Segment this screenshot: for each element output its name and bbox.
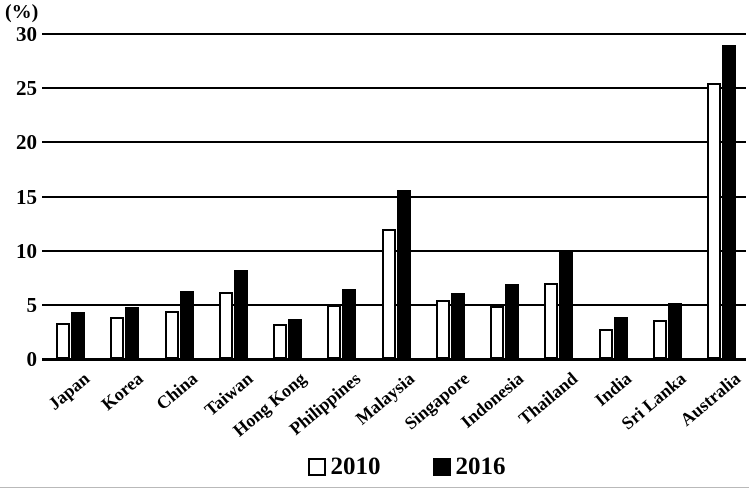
- x-axis-label-china: China: [152, 368, 202, 414]
- y-axis-tick-label: 15: [16, 185, 37, 209]
- bar-2010-japan: [56, 323, 70, 359]
- gridline-20: [42, 141, 746, 143]
- legend-label-2016: 2016: [455, 453, 506, 480]
- bar-2016-japan: [71, 312, 85, 359]
- bar-2010-singapore: [436, 300, 450, 359]
- bar-2016-hong-kong: [288, 319, 302, 359]
- bar-2010-india: [599, 329, 613, 359]
- bar-2016-china: [180, 291, 194, 359]
- legend-swatch-2010: [307, 458, 326, 476]
- bar-2016-australia: [722, 45, 736, 359]
- bar-2016-taiwan: [234, 270, 248, 359]
- legend: 2010 2016: [32, 454, 749, 480]
- bar-2016-korea: [125, 307, 139, 359]
- gridline-25: [42, 87, 746, 89]
- bar-2016-malaysia: [397, 190, 411, 359]
- bar-2010-sri-lanka: [653, 320, 667, 359]
- y-axis-tick-label: 25: [16, 76, 37, 100]
- bar-2010-korea: [110, 317, 124, 359]
- x-axis-line: [42, 358, 746, 361]
- bar-2010-china: [165, 311, 179, 359]
- gridline-15: [42, 196, 746, 198]
- x-axis-label-japan: Japan: [44, 368, 94, 414]
- x-axis-label-thailand: Thailand: [514, 368, 582, 429]
- legend-label-2010: 2010: [330, 453, 381, 480]
- bar-2010-malaysia: [382, 229, 396, 359]
- bar-2016-indonesia: [505, 284, 519, 359]
- bar-2010-philippines: [327, 305, 341, 359]
- x-axis-label-australia: Australia: [676, 368, 745, 430]
- bar-2010-indonesia: [490, 306, 504, 359]
- bar-2010-hong-kong: [273, 324, 287, 359]
- y-axis-tick-label: 30: [16, 22, 37, 46]
- bar-2010-taiwan: [219, 292, 233, 359]
- bar-2016-india: [614, 317, 628, 359]
- x-axis-label-india: India: [590, 368, 636, 410]
- x-axis-label-korea: Korea: [97, 368, 148, 415]
- bar-2010-australia: [707, 83, 721, 359]
- bar-2016-philippines: [342, 289, 356, 359]
- y-axis-tick-label: 0: [26, 347, 38, 371]
- legend-swatch-2016: [432, 458, 451, 476]
- bar-2016-sri-lanka: [668, 303, 682, 359]
- y-axis-tick-label: 20: [16, 130, 37, 154]
- bar-2016-singapore: [451, 293, 465, 359]
- y-axis-tick-label: 5: [26, 293, 38, 317]
- bar-2010-thailand: [544, 283, 558, 359]
- y-axis-unit-label: (%): [5, 1, 39, 23]
- bar-2016-thailand: [559, 251, 573, 359]
- y-axis-tick-label: 10: [16, 239, 37, 263]
- gridline-30: [42, 33, 746, 35]
